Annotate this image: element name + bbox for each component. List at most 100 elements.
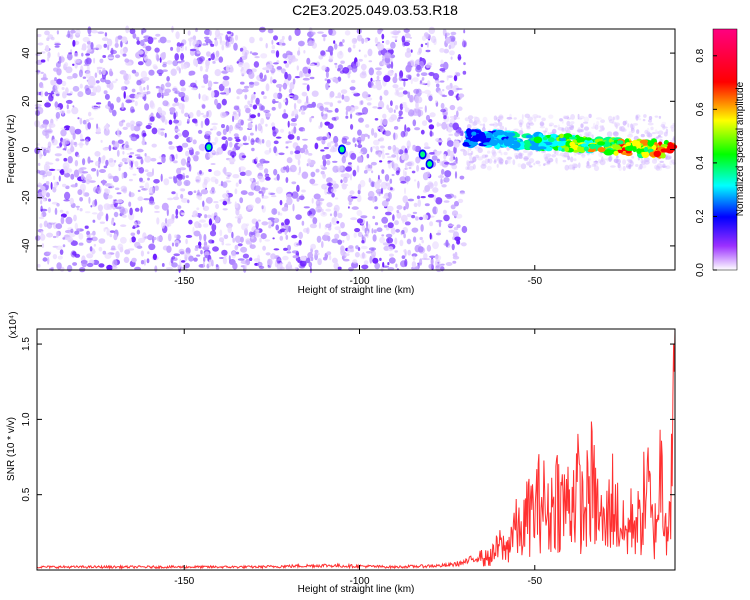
spectrogram-noise-dot bbox=[387, 246, 394, 252]
spectrogram-noise-dot bbox=[409, 36, 413, 39]
spectrogram-noise-dot bbox=[284, 229, 288, 236]
spectrogram-signal-blob bbox=[660, 148, 669, 153]
spectrogram-noise-dot bbox=[593, 161, 596, 167]
spectrogram-noise-dot bbox=[374, 37, 378, 44]
spectrogram-signal-blob bbox=[603, 149, 614, 156]
spectrogram-noise-dot bbox=[102, 67, 106, 76]
spectrogram-noise-dot bbox=[445, 85, 451, 90]
spectrogram-noise-dot bbox=[385, 39, 390, 45]
spectrogram-noise-dot bbox=[503, 151, 508, 156]
spectrogram-noise-dot bbox=[175, 145, 183, 148]
spectrogram-noise-dot bbox=[181, 260, 186, 263]
spectrogram-noise-dot bbox=[175, 242, 179, 247]
spectrogram-noise-dot bbox=[543, 130, 548, 134]
spectrogram-noise-dot bbox=[255, 232, 261, 238]
spectrogram-noise-dot bbox=[655, 136, 659, 139]
spectrogram-noise-dot bbox=[463, 135, 466, 139]
spectrogram-noise-dot bbox=[119, 162, 123, 167]
spectrogram-noise-dot bbox=[53, 67, 59, 72]
spectrogram-noise-dot bbox=[279, 199, 283, 206]
spectrogram-noise-dot bbox=[202, 223, 209, 228]
spectrogram-noise-dot bbox=[180, 193, 184, 199]
spectrogram-noise-dot bbox=[298, 109, 301, 112]
spectrogram-noise-dot bbox=[413, 236, 417, 243]
spectrogram-noise-dot bbox=[380, 181, 388, 190]
spectrogram-noise-dot bbox=[144, 141, 147, 145]
snr-frame bbox=[36, 328, 676, 571]
spectrogram-noise-dot bbox=[221, 44, 225, 51]
spectrogram-noise-dot bbox=[309, 63, 315, 66]
spectrogram-noise-dot bbox=[183, 179, 191, 187]
spectrogram-noise-dot bbox=[79, 208, 83, 212]
spectrogram-noise-dot bbox=[559, 118, 563, 122]
spectrogram-noise-dot bbox=[539, 121, 545, 127]
spectrogram-noise-dot bbox=[449, 116, 455, 119]
spectrogram-noise-dot bbox=[320, 164, 325, 169]
spectrogram-noise-dot bbox=[579, 115, 585, 119]
spectrogram-noise-dot bbox=[42, 174, 48, 178]
spectrogram-noise-dot bbox=[572, 163, 577, 167]
spectrogram-noise-dot bbox=[222, 128, 227, 135]
spectrogram-noise-dot bbox=[360, 63, 367, 71]
spectrogram-noise-dot bbox=[72, 39, 76, 47]
spectrogram-noise-dot bbox=[402, 195, 409, 204]
spectrogram-noise-dot bbox=[435, 100, 438, 103]
spectrogram-noise-dot bbox=[543, 163, 546, 166]
spectrogram-x-tick-label: -50 bbox=[528, 276, 543, 287]
spectrogram-noise-dot bbox=[289, 150, 294, 155]
spectrogram-noise-dot bbox=[224, 40, 230, 49]
spectrogram-noise-dot bbox=[208, 218, 213, 226]
snr-y-ticks: 0.51.01.5 bbox=[21, 337, 675, 502]
spectrogram-noise-dot bbox=[192, 210, 198, 218]
spectrogram-noise-dot bbox=[638, 166, 641, 170]
spectrogram-noise-dot bbox=[166, 39, 172, 43]
spectrogram-noise-dot bbox=[395, 228, 401, 233]
spectrogram-noise-dot bbox=[131, 257, 137, 263]
spectrogram-noise-dot bbox=[228, 126, 232, 134]
spectrogram-noise-dot bbox=[291, 129, 294, 136]
spectrogram-noise-dot bbox=[311, 197, 314, 204]
spectrogram-noise-dot bbox=[239, 171, 246, 176]
spectrogram-noise-dot bbox=[415, 88, 422, 97]
colorbar: 0.00.20.40.60.8 Normalized spectral ampl… bbox=[695, 28, 746, 277]
spectrogram-noise-dot bbox=[455, 87, 463, 91]
spectrogram-noise-dot bbox=[222, 79, 230, 87]
spectrogram-noise-dot bbox=[404, 51, 412, 58]
spectrogram-noise-dot bbox=[123, 71, 126, 76]
spectrogram-noise-dot bbox=[173, 97, 179, 103]
spectrogram-noise-dot bbox=[383, 224, 388, 228]
spectrogram-noise-dot bbox=[332, 160, 338, 163]
spectrogram-noise-dot bbox=[434, 150, 441, 156]
spectrogram-noise-dot bbox=[265, 139, 272, 148]
spectrogram-noise-dot bbox=[390, 100, 393, 107]
spectrogram-noise-dot bbox=[498, 149, 502, 154]
spectrogram-noise-dot bbox=[275, 224, 280, 231]
spectrogram-noise-dot bbox=[85, 178, 91, 185]
spectrogram-noise-dot bbox=[178, 91, 186, 98]
spectrogram-noise-dot bbox=[94, 72, 98, 78]
spectrogram-noise-dot bbox=[308, 40, 315, 46]
spectrogram-noise-dot bbox=[210, 176, 217, 183]
spectrogram-noise-dot bbox=[382, 60, 386, 66]
spectrogram-noise-dot bbox=[428, 152, 436, 155]
spectrogram-noise-dot bbox=[260, 53, 268, 59]
spectrogram-noise-dot bbox=[219, 237, 225, 243]
spectrogram-noise-dot bbox=[331, 192, 335, 198]
spectrogram-noise-dot bbox=[208, 58, 212, 61]
spectrogram-signal-blob bbox=[611, 144, 618, 148]
spectrogram-noise-dot bbox=[428, 263, 434, 270]
spectrogram-noise-dot bbox=[54, 83, 59, 91]
spectrogram-noise-dot bbox=[41, 123, 48, 128]
spectrogram-noise-dot bbox=[453, 140, 460, 148]
spectrogram-noise-dot bbox=[234, 113, 240, 120]
spectrogram-noise-dot bbox=[198, 245, 202, 249]
spectrogram-noise-dot bbox=[306, 57, 311, 65]
spectrogram-signal-blob bbox=[468, 141, 479, 147]
spectrogram-noise-dot bbox=[425, 65, 432, 68]
spectrogram-noise-dot bbox=[390, 41, 396, 49]
spectrogram-noise-dot bbox=[292, 94, 299, 101]
spectrogram-noise-dot bbox=[189, 136, 193, 142]
spectrogram-noise-dot bbox=[307, 158, 312, 164]
spectrogram-noise-dot bbox=[456, 110, 459, 118]
